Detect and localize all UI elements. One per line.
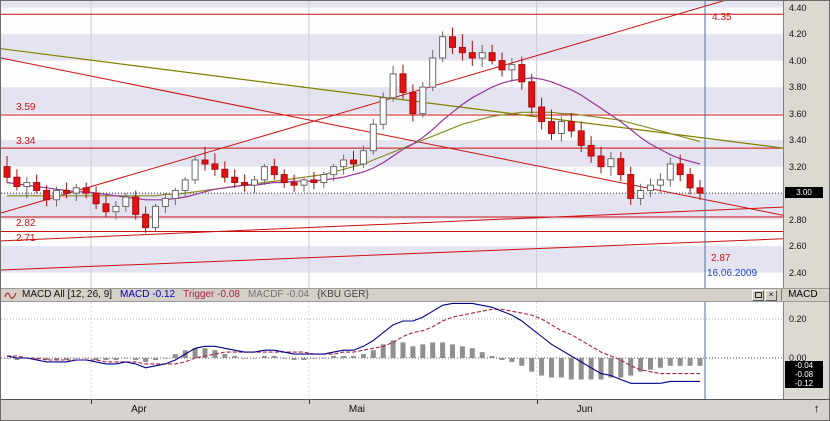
ma-long-line xyxy=(1,48,783,149)
close-button[interactable]: × xyxy=(765,289,778,301)
price-axis-tick: 3.40 xyxy=(789,135,807,146)
indicator-wave-icon xyxy=(4,291,17,300)
macd-axis-title: MACD xyxy=(781,289,829,301)
panel-buttons: × xyxy=(751,289,778,301)
macd-plot[interactable] xyxy=(1,302,783,399)
macd-histogram xyxy=(4,340,703,380)
time-axis: ↑ Apr Mai Jun xyxy=(1,399,829,420)
price-axis-tick: 3.60 xyxy=(789,108,807,119)
macd-line xyxy=(6,302,700,384)
price-chart-plot[interactable] xyxy=(1,1,783,288)
current-price-badge: 3.00 xyxy=(785,187,823,199)
price-axis-tick: 2.40 xyxy=(789,267,807,278)
macd-panel-header: MACD All [12, 26, 9] MACD -0.12 Trigger … xyxy=(1,288,829,302)
macd-axis-tick: 0.20 xyxy=(789,314,807,324)
month-tick xyxy=(536,400,538,404)
macd-label: MACD xyxy=(120,289,150,300)
price-axis: 4.40 4.20 4.00 3.80 3.60 3.40 3.20 2.80 2.60 2.40… xyxy=(783,1,829,288)
macd-value-readout: MACD -0.12 xyxy=(120,289,175,301)
indicator-title: MACD All [12, 26, 9] xyxy=(22,289,113,300)
month-label: Mai xyxy=(348,404,366,415)
month-tick xyxy=(308,400,310,404)
price-chart-area: 4.40 4.20 4.00 3.80 3.60 3.40 3.20 2.80 2.60 2.40… xyxy=(1,1,829,288)
price-axis-tick: 4.20 xyxy=(789,29,807,40)
price-axis-tick: 3.20 xyxy=(789,161,807,172)
price-axis-tick: 4.00 xyxy=(789,55,807,66)
price-axis-tick: 4.40 xyxy=(789,2,807,13)
month-tick xyxy=(91,400,93,404)
month-gridlines xyxy=(90,1,538,288)
trigger-line xyxy=(7,308,700,375)
candlesticks xyxy=(3,27,704,233)
trigger-value: -0.08 xyxy=(217,289,240,300)
instrument-symbol: {KBU GER} xyxy=(317,289,369,300)
price-axis-tick: 2.60 xyxy=(789,241,807,252)
macd-axis: 0.20 0.00 -0.04 -0.08 -0.12 xyxy=(783,302,829,399)
square-outline-icon xyxy=(754,292,762,298)
month-label: Apr xyxy=(131,404,147,415)
macd-axis-tick: 0.00 xyxy=(789,353,807,363)
minimize-button[interactable] xyxy=(752,289,765,301)
macd-value-badge: -0.08 xyxy=(785,370,823,379)
macd-header-left: MACD All [12, 26, 9] MACD -0.12 Trigger … xyxy=(1,289,781,301)
price-axis-tick: 2.80 xyxy=(789,214,807,225)
macdf-value-readout: MACDF -0.04 xyxy=(248,289,309,301)
macd-value-badge: -0.04 xyxy=(785,361,823,370)
scroll-up-arrow[interactable]: ↑ xyxy=(809,402,824,417)
trigger-label: Trigger xyxy=(183,289,215,300)
trigger-value-readout: Trigger -0.08 xyxy=(183,289,240,301)
price-axis-tick: 3.80 xyxy=(789,82,807,93)
macd-value: -0.12 xyxy=(152,289,176,300)
macd-value-badge: -0.12 xyxy=(785,379,823,388)
price-bands xyxy=(1,1,783,288)
month-label: Jun xyxy=(576,404,593,415)
macdf-label: MACDF xyxy=(247,289,284,300)
macd-month-gridlines xyxy=(90,302,538,399)
macd-panel: 0.20 0.00 -0.04 -0.08 -0.12 xyxy=(1,302,829,399)
macdf-value: -0.04 xyxy=(286,289,310,300)
